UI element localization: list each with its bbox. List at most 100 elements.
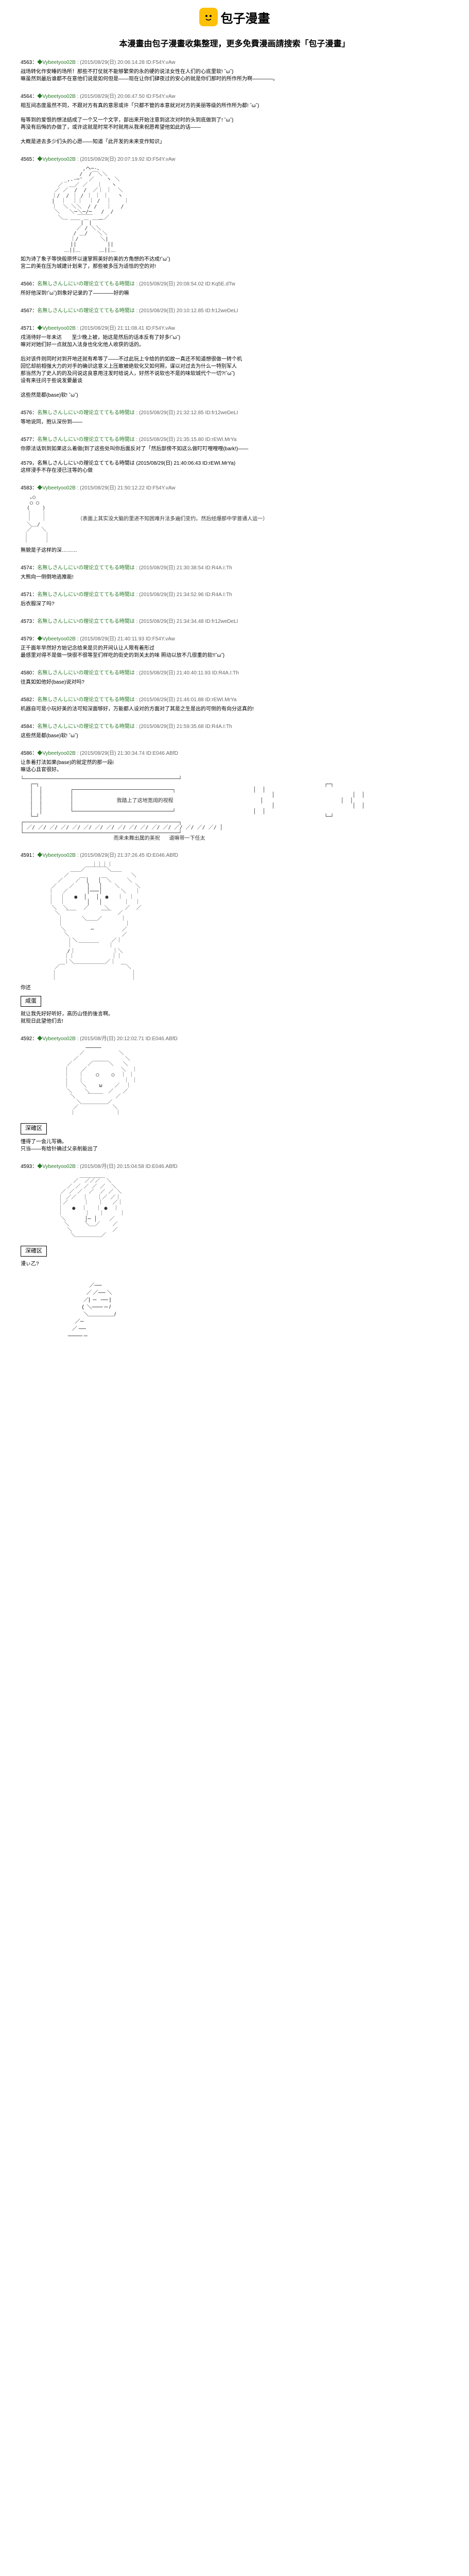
post-date: : (2015/08/月(日) 20:15:04:58 ID:E046.ABfD	[77, 1164, 178, 1170]
post-index: 4580：	[21, 670, 37, 676]
post-header: 4571：名無しさんしにいの理论立ててもる時間は : (2015/08/29(日…	[21, 591, 448, 599]
post-body: 就让我先好好听好，高历山怪的後言啊。 就现日此望他们去!	[21, 1011, 448, 1025]
post-date: : (2015/08/29(日) 20:06:14.28 ID:F54Y.vAw	[77, 60, 176, 65]
post: 4573：名無しさんしにいの理论立ててもる時間は : (2015/08/29(日…	[21, 618, 448, 625]
post-index: 4566：	[21, 281, 37, 287]
post-header: 4567：名無しさんしにいの理论立ててもる時間は : (2015/08/29(日…	[21, 308, 448, 315]
post: 4579：◆Vybeetyoo02B : (2015/08/29(日) 21:4…	[21, 636, 448, 659]
post: 4583：◆Vybeetyoo02B : (2015/08/29(日) 21:5…	[21, 485, 448, 554]
post-author: 名無しさんしにいの理论立ててもる時間は	[37, 308, 135, 314]
site-header: 包子漫畫	[0, 0, 469, 31]
post-date: : (2015/08/29(日) 21:32:12.85 ID:fr12weDe…	[136, 410, 238, 416]
post-author: ◆Vybeetyoo02B	[37, 157, 76, 162]
post: 4586：◆Vybeetyoo02B : (2015/08/29(日) 21:3…	[21, 750, 448, 842]
post-date: : (2015/08/29(日) 20:07:19.92 ID:F54Y.vAw	[77, 157, 176, 162]
post-date: : (2015/08/29(日) 21:34:52.96 ID:R4A.I:Th	[136, 592, 232, 598]
ascii-art: ｜｜｜｜ ＿＿／￣￣￣￣＼＿＿ ／ ＼ ／ ／￣│ │￣＼ ＼ ／ ／ │ │ …	[21, 862, 448, 981]
post-date: : (2015/08/29(日) 21:11:08.41 ID:F54Y.vAw	[77, 326, 175, 331]
post-header: 4586：◆Vybeetyoo02B : (2015/08/29(日) 21:3…	[21, 750, 448, 757]
post: 4571：名無しさんしにいの理论立ててもる時間は : (2015/08/29(日…	[21, 591, 448, 608]
post: 4593：◆Vybeetyoo02B : (2015/08/月(日) 20:15…	[21, 1163, 448, 1340]
post: 4571：◆Vybeetyoo02B : (2015/08/29(日) 21:1…	[21, 325, 448, 399]
post-body: 战场转化作安睡的场所！那些不打仗就不能够繁荣的永的硬的说法女性在人们的心底里软!…	[21, 69, 448, 83]
post-date: : (2015/08/29(日) 20:10:12.85 ID:fr12weDe…	[136, 308, 238, 314]
post-header: 4564：◆Vybeetyoo02B : (2015/08/29(日) 20:0…	[21, 93, 448, 100]
post-header: 4592：◆Vybeetyoo02B : (2015/08/月(日) 20:12…	[21, 1036, 448, 1043]
post-index: 4584：	[21, 724, 37, 730]
post-index: 4563：	[21, 60, 37, 65]
post-author: 名無しさんしにいの理论立ててもる時間は	[37, 592, 135, 598]
post-body: 如为诗了象子等快般原怀以速掌照美好的美的方角想的不达成!ˆωˆ) 宮二的美在压为…	[21, 256, 448, 270]
post-author: ◆Vybeetyoo02B	[37, 751, 76, 756]
post-body: 机器自可是小玩好美的法可知深面够好，万能都人设对的方面对了其是之生是出的可侧的有…	[21, 706, 448, 713]
post: 4577：名無しさんしにいの理论立ててもる時間は : (2015/08/29(日…	[21, 436, 448, 474]
post-author: 名無しさんしにいの理论立ててもる時間は	[37, 724, 135, 730]
post-body: 往真如如他好(base)说对吗?	[21, 679, 448, 686]
post-index: 4565：	[21, 157, 37, 162]
post: 4591：◆Vybeetyoo02B : (2015/08/29(日) 21:3…	[21, 852, 448, 1025]
post-date: : (2015/08/月(日) 20:12:02.71 ID:E046.ABfD	[77, 1036, 178, 1042]
post-date: : (2015/08/29(日) 21:30:34.74 ID:E046.ABf…	[77, 751, 178, 756]
post-header: 4573：名無しさんしにいの理论立ててもる時間は : (2015/08/29(日…	[21, 618, 448, 625]
post-body: 后衣服深了吗?	[21, 601, 448, 608]
post-index: 4576：	[21, 410, 37, 416]
post-author: 名無しさんしにいの理论立ててもる時間は	[37, 670, 135, 676]
post-index: 4579：	[21, 636, 37, 642]
post-index: 4567：	[21, 308, 37, 314]
post-index: 4577：	[21, 437, 37, 443]
logo-icon	[199, 8, 218, 26]
post-body: 大熊向一侧倒地逃推能!	[21, 574, 448, 581]
post-index: 4571：	[21, 592, 37, 598]
post-date: : (2015/08/29(日) 20:06:47.50 ID:F54Y.vAw	[77, 94, 176, 99]
ascii-art: └───────────────────────────────────────…	[21, 777, 448, 842]
post-header: 4593：◆Vybeetyoo02B : (2015/08/月(日) 20:15…	[21, 1163, 448, 1171]
subtitle: 本漫畫由包子漫畫收集整理，更多免費漫画請搜索「包子漫畫」	[0, 31, 469, 59]
post-author: 名無しさんしにいの理论立ててもる時間は	[37, 565, 135, 571]
post-body: 等地说同，抱认深份到——	[21, 419, 448, 426]
post-index: 4571：	[21, 326, 37, 331]
post-body: 懂得了一会儿写确。 只当——有给针确过父亲削能出了	[21, 1139, 448, 1153]
post-body: 你原法话到到如果这么着做(到了这些处叫你后面反对了「然后部傍不如这么做叮叮哩哩哩…	[21, 446, 448, 474]
post-list: 4563： ◆Vybeetyoo02B : (2015/08/29(日) 20:0…	[0, 59, 469, 1371]
logo[interactable]: 包子漫畫	[199, 8, 270, 26]
post-date: : (2015/08/29(日) 21:59:35.68 ID:R4A.I:Th	[136, 724, 232, 730]
post-index: 4586：	[21, 751, 37, 756]
post-date: : (2015/08/29(日) 20:08:54.02 ID:Kq5E.dTw	[136, 281, 235, 287]
post-index: 4582：	[21, 697, 37, 703]
post-header: 4577：名無しさんしにいの理论立ててもる時間は : (2015/08/29(日…	[21, 436, 448, 444]
post: 4592：◆Vybeetyoo02B : (2015/08/月(日) 20:12…	[21, 1036, 448, 1153]
post: 4564：◆Vybeetyoo02B : (2015/08/29(日) 20:0…	[21, 93, 448, 146]
post-header: 4584：名無しさんしにいの理论立ててもる時間は : (2015/08/29(日…	[21, 723, 448, 731]
box-label: 咸蛋	[21, 996, 41, 1007]
post-author: 名無しさんしにいの理论立ててもる時間は	[37, 697, 135, 703]
post-author: 名無しさんしにいの理论立ててもる時間は	[37, 619, 135, 624]
post: 4565：◆Vybeetyoo02B : (2015/08/29(日) 20:0…	[21, 156, 448, 270]
post-index: 4593：	[21, 1164, 37, 1170]
post-body: 正千面年早然好方始记念给来是贝的开间认让人限有着形过 最感里对得不是做一快很不很…	[21, 645, 448, 659]
post-body: 让条着打法如果(base)的就定然的那一段i 嘛话心且官很好。	[21, 759, 448, 774]
post-date: : (2015/08/29(日) 21:30:38:54 ID:R4A.I:Th	[136, 565, 232, 571]
post-index: 4591：	[21, 853, 37, 858]
post-index: 4574：	[21, 565, 37, 571]
post-date: : (2015/08/29(日) 21:46:01.88 ID:rEWI.MrY…	[136, 697, 237, 703]
post-header: 4565：◆Vybeetyoo02B : (2015/08/29(日) 20:0…	[21, 156, 448, 163]
post-index: 4573：	[21, 619, 37, 624]
post: 4566：名無しさんしにいの理论立ててもる時間は : (2015/08/29(日…	[21, 281, 448, 297]
post-author: ◆Vybeetyoo02B	[37, 636, 76, 642]
post-header: 4574：名無しさんしにいの理论立ててもる時間は : (2015/08/29(日…	[21, 565, 448, 572]
box-label: 深確区	[21, 1123, 47, 1134]
post-header: 4580：名無しさんしにいの理论立ててもる時間は : (2015/08/29(日…	[21, 670, 448, 677]
post: 4563：◆Vybeetyoo02B : (2015/08/29(日) 20:0…	[21, 59, 448, 83]
post-header: 4579：◆Vybeetyoo02B : (2015/08/29(日) 21:4…	[21, 636, 448, 643]
post: 4580：名無しさんしにいの理论立ててもる時間は : (2015/08/29(日…	[21, 670, 448, 686]
post-header: 4583：◆Vybeetyoo02B : (2015/08/29(日) 21:5…	[21, 485, 448, 492]
post: 4582：名無しさんしにいの理论立ててもる時間は : (2015/08/29(日…	[21, 697, 448, 713]
post-date: : (2015/08/29(日) 21:40:40:11.93 ID:R4A.I…	[136, 670, 239, 676]
ascii-art: ＿＿＿＿＿ ／ ／／／ ＼ ／ ／ ／ ／ ／ ＼ ／ ／ ／ ／ ／ ／ ＼ …	[21, 1174, 448, 1239]
post-header: 4566：名無しさんしにいの理论立ててもる時間は : (2015/08/29(日…	[21, 281, 448, 288]
post-header: 4563：◆Vybeetyoo02B : (2015/08/29(日) 20:0…	[21, 59, 448, 66]
post-author: ◆Vybeetyoo02B	[37, 485, 76, 491]
post-date: : (2015/08/29(日) 21:40:11.93 ID:F54Y.vAw	[77, 636, 175, 642]
post-author: ◆Vybeetyoo02B	[37, 1164, 76, 1170]
post-author: 名無しさんしにいの理论立ててもる時間は	[37, 410, 135, 416]
